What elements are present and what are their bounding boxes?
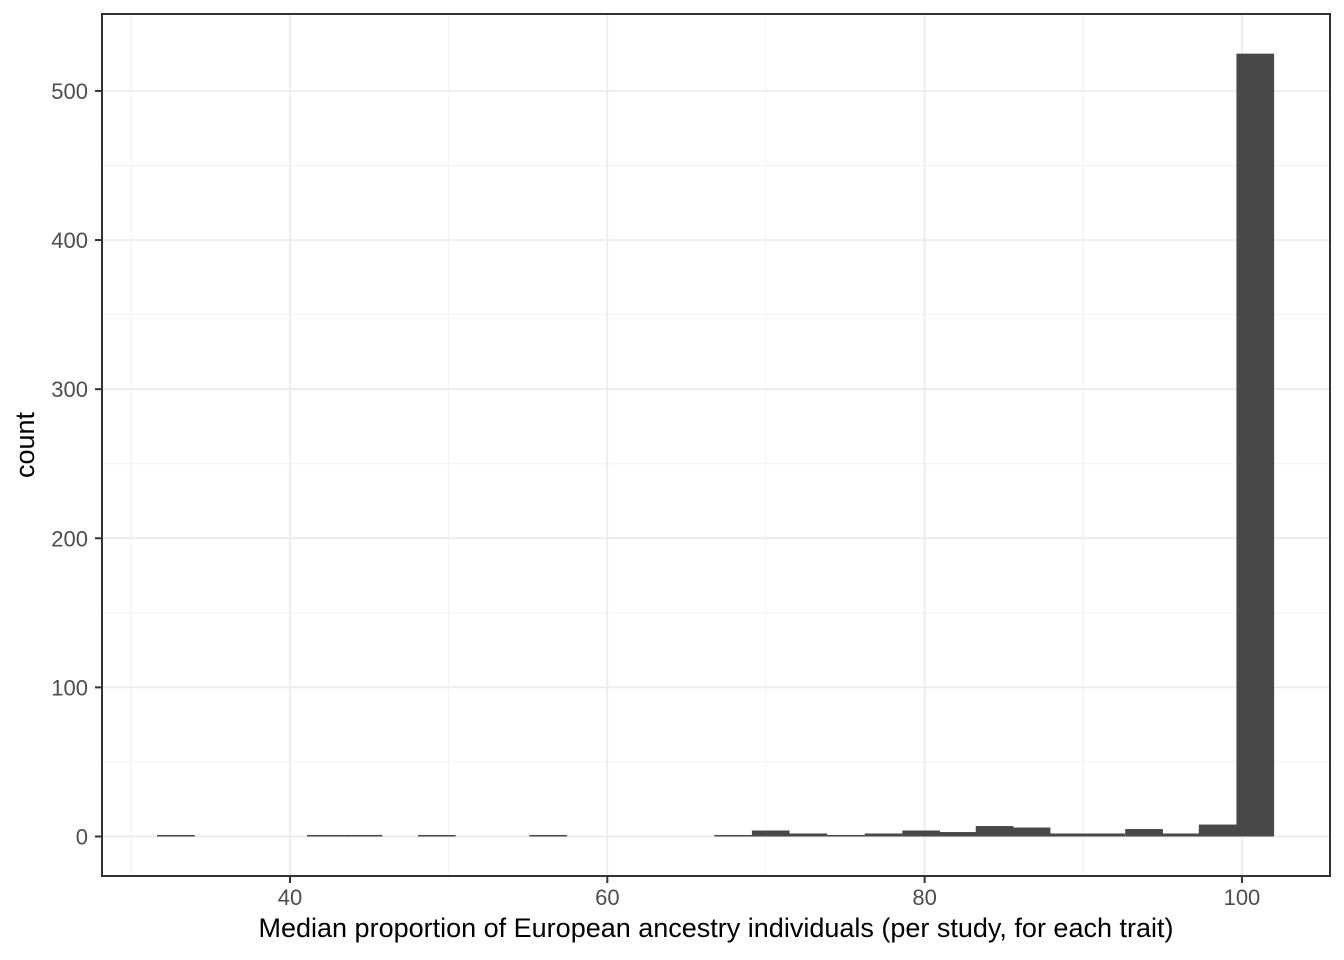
panel-background	[102, 14, 1330, 876]
histogram-bar	[417, 834, 456, 837]
y-tick-label: 400	[51, 228, 88, 253]
x-tick-label: 100	[1224, 885, 1261, 910]
y-tick-label: 500	[51, 79, 88, 104]
histogram-bar	[902, 830, 940, 837]
histogram-bar	[714, 834, 752, 837]
histogram-bar	[864, 833, 903, 837]
histogram-bar	[1125, 829, 1163, 837]
histogram-bar	[1198, 824, 1237, 837]
histogram-bar	[307, 834, 345, 837]
histogram-bar	[975, 826, 1014, 837]
histogram-bar	[939, 832, 977, 837]
panel-border	[101, 13, 1331, 877]
histogram-bar	[1087, 833, 1126, 837]
histogram-bar	[1236, 53, 1275, 837]
y-tick-label: 0	[76, 824, 88, 849]
histogram-bar	[529, 834, 567, 837]
x-tick-label: 80	[912, 885, 936, 910]
x-axis-title: Median proportion of European ancestry i…	[258, 913, 1174, 943]
y-tick-label: 200	[51, 526, 88, 551]
histogram-bar	[344, 834, 383, 837]
histogram-bar	[1162, 833, 1200, 837]
histogram-bar	[789, 833, 828, 837]
histogram-bar	[1012, 827, 1051, 837]
x-tick-label: 60	[595, 885, 619, 910]
y-tick-label: 100	[51, 675, 88, 700]
histogram-bar	[827, 834, 865, 837]
histogram-bar	[157, 834, 195, 837]
x-tick-label: 40	[278, 885, 302, 910]
y-tick-label: 300	[51, 377, 88, 402]
histogram-bar	[1049, 833, 1088, 837]
histogram-bar	[751, 830, 790, 837]
y-axis-title: count	[10, 411, 40, 479]
